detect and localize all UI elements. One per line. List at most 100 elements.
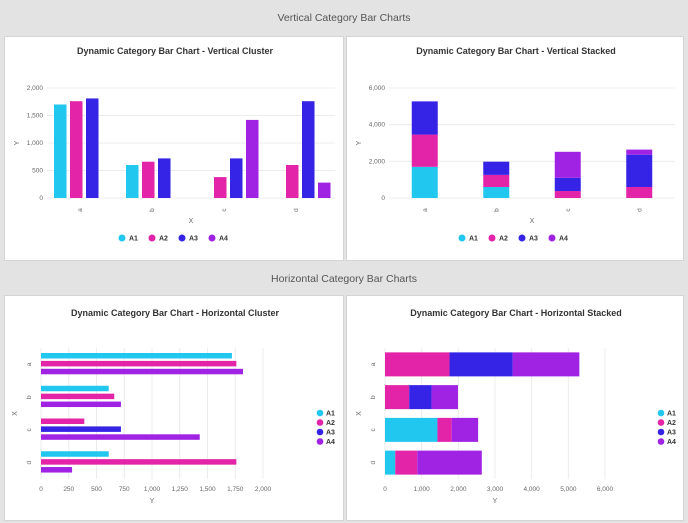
legend-label-a4: A4 [667, 439, 676, 446]
bar-a2-d [626, 187, 653, 198]
bar-a1-d [41, 451, 109, 457]
bar-a1-a [54, 104, 67, 198]
x-tick-label: b [149, 208, 156, 212]
x-tick-label: 1,500 [199, 486, 216, 493]
bar-a2-a [385, 352, 450, 377]
legend-label-a2: A2 [326, 420, 335, 427]
bar-a3-b [483, 161, 510, 175]
chart-title: Dynamic Category Bar Chart - Horizontal … [71, 308, 280, 318]
bar-a3-d [626, 154, 653, 187]
bar-a3-b [409, 385, 432, 410]
y-tick-label: 1,500 [27, 113, 44, 120]
legend-label-a2: A2 [499, 236, 508, 243]
y-axis-title: X [356, 411, 363, 416]
y-tick-label: 2,000 [27, 85, 44, 92]
bar-a3-c [41, 426, 121, 432]
chart-title: Dynamic Category Bar Chart - Vertical St… [416, 46, 616, 56]
bar-a4-a [512, 352, 580, 377]
vertical-stacked-panel: Dynamic Category Bar Chart - Vertical St… [346, 36, 684, 261]
horizontal-stacked-chart: Dynamic Category Bar Chart - Horizontal … [356, 308, 676, 505]
legend-marker-a4 [208, 234, 216, 242]
bar-a1-b [483, 187, 510, 198]
legend-marker-a3 [657, 428, 665, 436]
y-axis-title: Y [356, 140, 363, 145]
bar-a1-d [385, 450, 396, 475]
bar-a3-b [158, 158, 171, 198]
y-tick-label: d [370, 460, 377, 464]
y-tick-label: 2,000 [369, 158, 386, 165]
vertical-section-title: Vertical Category Bar Charts [277, 12, 411, 24]
horizontal-cluster-panel: Dynamic Category Bar Chart - Horizontal … [4, 295, 344, 521]
bar-a2-b [483, 174, 510, 187]
legend-marker-a4 [316, 438, 324, 445]
x-axis-title: X [189, 218, 194, 225]
legend-label-a1: A1 [469, 236, 478, 243]
legend-marker-a2 [316, 419, 324, 426]
legend-marker-a4 [548, 234, 556, 242]
legend-label-a2: A2 [667, 420, 676, 427]
y-tick-label: d [26, 460, 33, 464]
vertical-stacked-chart: Dynamic Category Bar Chart - Vertical St… [356, 46, 675, 243]
y-tick-label: b [370, 395, 377, 399]
x-tick-label: 500 [91, 486, 102, 493]
y-tick-label: 6,000 [369, 85, 386, 92]
x-tick-label: 1,000 [414, 486, 431, 493]
horizontal-cluster-chart: Dynamic Category Bar Chart - Horizontal … [12, 308, 335, 505]
x-tick-label: 250 [63, 486, 74, 493]
bar-a2-c [437, 417, 452, 442]
bar-a2-b [142, 161, 155, 198]
y-tick-label: 500 [32, 168, 43, 175]
bar-a4-c [41, 434, 200, 440]
vertical-section-header: Vertical Category Bar Charts [0, 0, 688, 36]
horizontal-section-header: Horizontal Category Bar Charts [0, 263, 688, 295]
legend-marker-a1 [657, 409, 665, 417]
y-tick-label: c [370, 428, 377, 432]
y-tick-label: 1,000 [27, 140, 44, 147]
legend-label-a1: A1 [326, 411, 335, 418]
bar-a1-a [41, 353, 232, 359]
bar-a3-c [230, 158, 243, 198]
legend-marker-a1 [118, 234, 126, 242]
bar-a2-b [385, 385, 410, 410]
x-tick-label: 6,000 [597, 486, 614, 493]
legend-marker-a3 [518, 234, 526, 242]
vertical-cluster-panel: Dynamic Category Bar Chart - Vertical Cl… [4, 36, 344, 261]
bar-a2-d [41, 459, 237, 465]
x-tick-label: 0 [39, 486, 43, 493]
x-tick-label: 4,000 [524, 486, 541, 493]
bar-a2-a [411, 134, 438, 167]
legend-label-a1: A1 [129, 236, 138, 243]
legend-marker-a1 [316, 409, 324, 417]
x-tick-label: a [77, 208, 84, 212]
bar-a2-a [70, 101, 83, 198]
bar-a2-d [286, 165, 299, 198]
legend-label-a4: A4 [219, 236, 228, 243]
horizontal-section-title: Horizontal Category Bar Charts [271, 273, 417, 285]
x-tick-label: 2,000 [255, 486, 272, 493]
horizontal-stacked-panel: Dynamic Category Bar Chart - Horizontal … [346, 295, 684, 521]
bar-a2-b [41, 393, 115, 400]
x-tick-label: 1,750 [227, 486, 244, 493]
x-tick-label: 750 [119, 486, 130, 493]
bar-a4-d [41, 467, 73, 473]
bar-a1-b [41, 385, 109, 392]
x-tick-label: c [565, 208, 572, 212]
legend-marker-a2 [488, 234, 496, 242]
x-tick-label: b [493, 208, 500, 212]
legend-label-a3: A3 [529, 236, 538, 243]
y-tick-label: 4,000 [369, 122, 386, 129]
bar-a3-c [554, 177, 581, 192]
legend-label-a1: A1 [667, 411, 676, 418]
bar-a4-b [431, 385, 458, 410]
x-tick-label: a [422, 208, 429, 212]
bar-a2-c [41, 418, 85, 424]
legend-marker-a3 [316, 428, 324, 436]
y-axis-title: X [12, 411, 19, 416]
legend-label-a3: A3 [667, 430, 676, 437]
bar-a1-c [385, 417, 438, 442]
bar-a3-a [449, 352, 513, 377]
bar-a4-c [554, 151, 581, 178]
x-axis-title: Y [150, 498, 155, 505]
bar-a4-c [246, 119, 259, 198]
x-tick-label: 1,000 [144, 486, 161, 493]
